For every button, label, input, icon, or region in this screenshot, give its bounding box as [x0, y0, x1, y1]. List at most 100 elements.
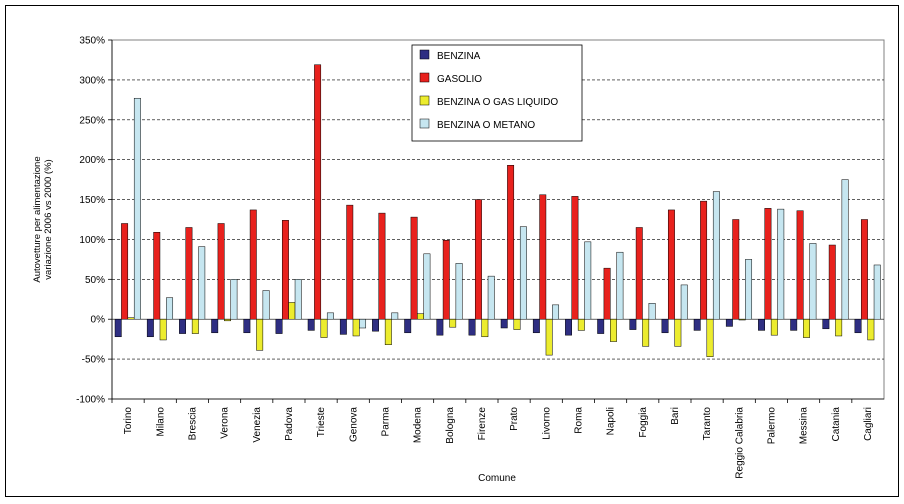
- bar-benzina-o-gas-liquido: [352, 318, 360, 337]
- x-tick-label: Modena: [413, 407, 424, 444]
- bar-benzina: [275, 318, 283, 334]
- x-tick-label: Livorno: [541, 407, 552, 440]
- bar-benzina-o-metano: [712, 191, 720, 320]
- bar-benzina: [500, 318, 508, 329]
- bar-benzina: [372, 318, 379, 332]
- bar-benzina: [211, 318, 219, 334]
- legend-label: BENZINA O GAS LIQUIDO: [437, 97, 558, 108]
- x-tick-label: Reggio Calabria: [734, 407, 745, 479]
- bar-benzina: [565, 318, 572, 336]
- bar-benzina-o-gas-liquido: [867, 318, 875, 341]
- y-axis-title: Autovetture per alimentazione variazione …: [32, 156, 54, 282]
- bar-benzina: [436, 318, 444, 336]
- bar-benzina-o-gas-liquido: [545, 318, 553, 356]
- bar-benzina-o-metano: [841, 179, 849, 320]
- y-tick-label: 300%: [79, 75, 105, 86]
- bar-gasolio: [442, 239, 450, 320]
- x-axis-title: Comune: [478, 473, 516, 484]
- bar-benzina-o-gas-liquido: [513, 318, 521, 330]
- bar-benzina: [822, 318, 830, 330]
- y-tick-label: 200%: [79, 155, 105, 166]
- bar-benzina-o-metano: [809, 243, 817, 320]
- bar-benzina-o-gas-liquido: [835, 318, 843, 337]
- bar-benzina-o-metano: [326, 312, 334, 320]
- x-tick-label: Roma: [573, 407, 584, 434]
- bar-benzina-o-metano: [262, 290, 270, 320]
- bar-gasolio: [700, 200, 708, 320]
- bar-benzina-o-metano: [359, 318, 367, 329]
- bar-benzina-o-gas-liquido: [449, 318, 457, 328]
- bar-benzina: [179, 318, 186, 334]
- y-tick-label: 150%: [79, 195, 105, 206]
- x-tick-label: Torino: [123, 407, 134, 435]
- bar-benzina-o-metano: [230, 279, 238, 320]
- bar-benzina-o-gas-liquido: [127, 317, 135, 320]
- bars: [114, 64, 881, 357]
- x-tick-label: Foggia: [638, 407, 649, 438]
- bar-benzina: [339, 318, 347, 335]
- bar-gasolio: [249, 209, 257, 320]
- bar-gasolio: [314, 64, 322, 320]
- legend-swatch: [419, 95, 430, 106]
- x-tick-label: Bologna: [445, 407, 456, 444]
- bar-benzina: [725, 318, 733, 327]
- bar-gasolio: [828, 244, 836, 320]
- x-tick-label: Parma: [380, 407, 391, 437]
- x-tick-label: Cagliari: [863, 407, 874, 441]
- bar-benzina-o-gas-liquido: [610, 318, 617, 342]
- y-axis-title-line: variazione 2006 vs 2000 (%): [43, 159, 54, 279]
- bar-benzina-o-gas-liquido: [256, 318, 264, 351]
- bar-benzina: [661, 318, 669, 334]
- y-axis: -100% -50% 0% 50% 100% 150% 200% 250% 300% 350%: [76, 36, 113, 406]
- bar-benzina-o-metano: [487, 275, 495, 320]
- bar-gasolio: [860, 219, 868, 320]
- bar-benzina-o-gas-liquido: [288, 302, 296, 320]
- y-tick-label: 350%: [79, 36, 105, 47]
- bar-benzina-o-metano: [745, 259, 753, 320]
- bar-gasolio: [410, 216, 418, 320]
- legend: BENZINA GASOLIO BENZINA O GAS LIQUIDO BENZI…: [411, 44, 583, 142]
- x-axis: Torino Milano Brescia Verona Venezia Padova Tr…: [111, 398, 884, 479]
- bar-benzina-o-metano: [423, 253, 431, 320]
- bar-benzina-o-metano: [777, 208, 785, 320]
- bar-gasolio: [539, 194, 547, 320]
- y-tick-label: -100%: [76, 395, 105, 406]
- x-tick-label: Padova: [284, 407, 295, 441]
- x-tick-label: Prato: [509, 407, 520, 431]
- bar-benzina-o-metano: [391, 312, 399, 320]
- y-tick-label: 50%: [85, 275, 105, 286]
- y-tick-label: 250%: [79, 115, 105, 126]
- bar-gasolio: [603, 267, 611, 320]
- bar-gasolio: [796, 210, 804, 320]
- bar-benzina-o-metano: [552, 304, 560, 320]
- y-tick-label: -50%: [82, 355, 105, 366]
- bar-benzina-o-gas-liquido: [320, 318, 328, 338]
- bar-benzina-o-gas-liquido: [159, 318, 167, 341]
- x-tick-label: Catania: [831, 407, 842, 442]
- bar-benzina-o-metano: [133, 97, 141, 320]
- bar-gasolio: [281, 220, 289, 320]
- bar-benzina-o-metano: [680, 284, 688, 320]
- bar-benzina-o-gas-liquido: [770, 318, 778, 336]
- legend-swatch: [419, 118, 430, 129]
- legend-box: [411, 44, 583, 142]
- bar-gasolio: [121, 223, 129, 320]
- bar-benzina-o-gas-liquido: [191, 318, 199, 334]
- bar-benzina-o-gas-liquido: [417, 313, 424, 320]
- y-tick-label: 0%: [91, 315, 106, 326]
- bar-benzina: [404, 318, 412, 334]
- bar-benzina-o-metano: [198, 246, 206, 320]
- x-tick-label: Taranto: [702, 407, 713, 441]
- bar-benzina-o-gas-liquido: [738, 318, 746, 321]
- y-axis-title-line: Autovetture per alimentazione: [32, 156, 43, 282]
- x-tick-label: Palermo: [766, 407, 777, 445]
- bar-benzina: [243, 318, 251, 334]
- bar-gasolio: [185, 227, 193, 320]
- bar-benzina-o-gas-liquido: [577, 318, 585, 331]
- bar-gasolio: [217, 223, 225, 320]
- x-tick-label: Napoli: [606, 407, 617, 435]
- bar-benzina-o-metano: [519, 226, 527, 320]
- bar-benzina-o-gas-liquido: [803, 318, 810, 338]
- bar-gasolio: [764, 208, 772, 320]
- x-tick-label: Firenze: [477, 407, 488, 441]
